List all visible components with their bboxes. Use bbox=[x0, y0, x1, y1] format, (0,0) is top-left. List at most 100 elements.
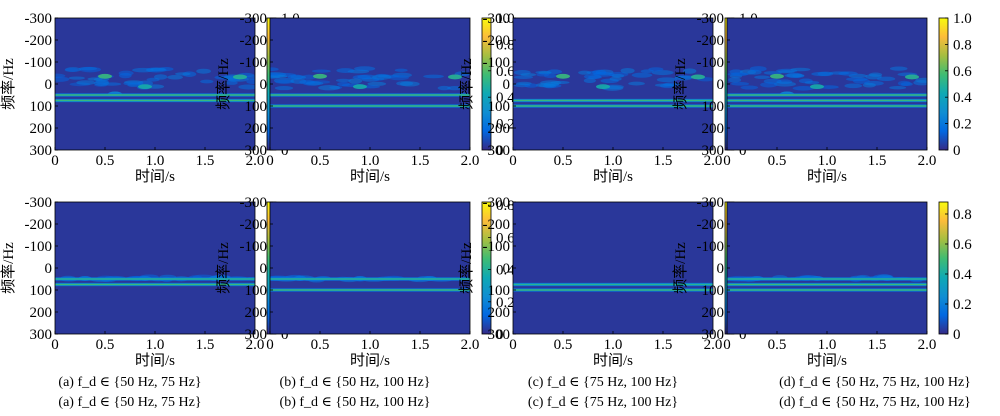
y-tick-label: 200 bbox=[30, 305, 53, 321]
noise-blob bbox=[550, 80, 570, 85]
noise-blob bbox=[167, 75, 183, 80]
x-tick-label: 2.0 bbox=[704, 153, 723, 169]
colorbar-tick-label: 0.8 bbox=[953, 207, 972, 223]
noise-blob bbox=[546, 69, 563, 75]
panel-caption: (b) f_d ∈ {50 Hz, 100 Hz} bbox=[280, 395, 431, 410]
noise-blob bbox=[536, 73, 550, 77]
y-tick-label: 100 bbox=[702, 283, 725, 299]
y-tick-label: 0 bbox=[717, 77, 725, 93]
y-tick-label: -300 bbox=[25, 11, 53, 27]
x-axis-label: 时间/s bbox=[135, 352, 175, 369]
y-tick-label: 200 bbox=[30, 121, 53, 137]
noise-blob bbox=[897, 80, 911, 86]
y-axis-label: 频率/Hz bbox=[0, 242, 17, 294]
colorbar-tick-label: 0.8 bbox=[496, 198, 515, 214]
y-tick-label: -200 bbox=[240, 217, 268, 233]
x-tick-label: 2.0 bbox=[461, 337, 480, 353]
y-tick-label: 0 bbox=[503, 261, 511, 277]
noise-blob bbox=[539, 83, 556, 88]
noise-blob bbox=[299, 79, 315, 85]
noise-blob bbox=[620, 67, 635, 74]
x-tick-label: 1.5 bbox=[196, 153, 215, 169]
noise-blob bbox=[132, 67, 154, 73]
y-axis-label: 频率/Hz bbox=[672, 242, 689, 294]
noise-blob bbox=[819, 85, 839, 89]
y-tick-label: 0 bbox=[503, 77, 511, 93]
noise-blob bbox=[127, 83, 141, 88]
noise-blob bbox=[149, 67, 166, 72]
x-tick-label: 0.5 bbox=[554, 337, 573, 353]
y-axis-label: 频率/Hz bbox=[458, 242, 475, 294]
colorbar-tick-label: 0.2 bbox=[953, 297, 972, 313]
y-tick-label: -100 bbox=[240, 239, 268, 255]
y-axis-label: 频率/Hz bbox=[458, 58, 475, 110]
noise-blob bbox=[270, 67, 279, 72]
panel-b-row2: 0 0.5 1.0 1.5 2.0 时间/s -300 -200 -100 0 100 200 300 频… bbox=[215, 195, 515, 369]
y-tick-label: -100 bbox=[697, 55, 725, 71]
noise-blob bbox=[447, 86, 463, 91]
noise-blob bbox=[354, 66, 376, 72]
y-tick-label: 200 bbox=[245, 121, 268, 137]
noise-blob bbox=[760, 82, 778, 88]
panel-c-row2: 0 0.5 1.0 1.5 2.0 时间/s -300 -200 -100 0 100 200 300 频… bbox=[458, 195, 758, 369]
noise-blob bbox=[175, 72, 191, 76]
heatmap-background bbox=[727, 202, 927, 334]
x-tick-label: 0 bbox=[723, 153, 731, 169]
colorbar-tick-label: 0 bbox=[953, 143, 961, 159]
noise-blob bbox=[640, 69, 654, 73]
colorbar-tick-label: 0 bbox=[281, 143, 289, 159]
x-tick-label: 1.0 bbox=[604, 337, 623, 353]
x-tick-label: 1.5 bbox=[868, 153, 887, 169]
noise-blob bbox=[651, 70, 674, 76]
noise-blob bbox=[225, 80, 238, 85]
noise-blob bbox=[196, 68, 211, 74]
clutter-spot bbox=[691, 74, 705, 80]
colorbar-tick-label: 0.2 bbox=[953, 117, 972, 133]
x-tick-label: 0 bbox=[266, 337, 274, 353]
colorbar-tick-label: 0 bbox=[739, 143, 747, 159]
y-tick-label: 0 bbox=[45, 77, 53, 93]
noise-blob bbox=[367, 81, 387, 86]
x-axis-label: 时间/s bbox=[593, 352, 633, 369]
y-tick-label: 300 bbox=[702, 143, 725, 159]
x-tick-label: 2.0 bbox=[704, 337, 723, 353]
noise-blob bbox=[656, 77, 678, 83]
clutter-spot bbox=[353, 84, 367, 90]
x-axis-label: 时间/s bbox=[350, 352, 390, 369]
noise-blob bbox=[118, 70, 134, 76]
noise-blob bbox=[274, 79, 295, 84]
x-tick-label: 0.5 bbox=[311, 153, 330, 169]
colorbar-tick-label: 0.6 bbox=[953, 64, 972, 80]
y-tick-label: -100 bbox=[240, 55, 268, 71]
x-tick-label: 0 bbox=[509, 337, 517, 353]
panel-b-row1: 0 0.5 1.0 1.5 2.0 时间/s -300 -200 -100 0 100 200 300 频… bbox=[215, 11, 515, 185]
x-tick-label: 0 bbox=[51, 153, 59, 169]
x-tick-label: 1.5 bbox=[654, 153, 673, 169]
x-tick-label: 1.0 bbox=[604, 153, 623, 169]
noise-blob bbox=[683, 68, 697, 74]
y-tick-label: 100 bbox=[488, 283, 511, 299]
noise-blob bbox=[740, 85, 759, 90]
heatmap-background bbox=[270, 202, 470, 334]
spectrogram-panels: 0 0.5 1.0 1.5 2.0 时间/s -300 -200 -100 0 100 200 300 频… bbox=[0, 11, 972, 369]
noise-blob bbox=[804, 80, 820, 85]
y-axis-label: 频率/Hz bbox=[215, 242, 232, 294]
noise-blob bbox=[600, 78, 619, 84]
colorbar-tick-label: 0 bbox=[281, 327, 289, 343]
noise-blob bbox=[238, 84, 255, 90]
panel-caption: (c) f_d ∈ {75 Hz, 100 Hz} bbox=[528, 375, 678, 390]
y-axis-label: 频率/Hz bbox=[0, 58, 17, 110]
noise-blob bbox=[578, 70, 591, 75]
y-tick-label: 0 bbox=[260, 77, 268, 93]
noise-blob bbox=[611, 73, 625, 78]
x-tick-label: 0 bbox=[723, 337, 731, 353]
panel-c-row1: 0 0.5 1.0 1.5 2.0 时间/s -300 -200 -100 0 100 200 300 频… bbox=[458, 11, 758, 185]
y-tick-label: -200 bbox=[697, 217, 725, 233]
y-tick-label: 0 bbox=[260, 261, 268, 277]
x-tick-label: 2.0 bbox=[246, 153, 265, 169]
panel-caption: (c) f_d ∈ {75 Hz, 100 Hz} bbox=[528, 395, 678, 410]
colorbar-tick-label: 0.6 bbox=[496, 64, 515, 80]
colorbar-tick-label: 0.2 bbox=[496, 117, 515, 133]
noise-blob bbox=[730, 82, 750, 86]
y-tick-label: -200 bbox=[697, 33, 725, 49]
